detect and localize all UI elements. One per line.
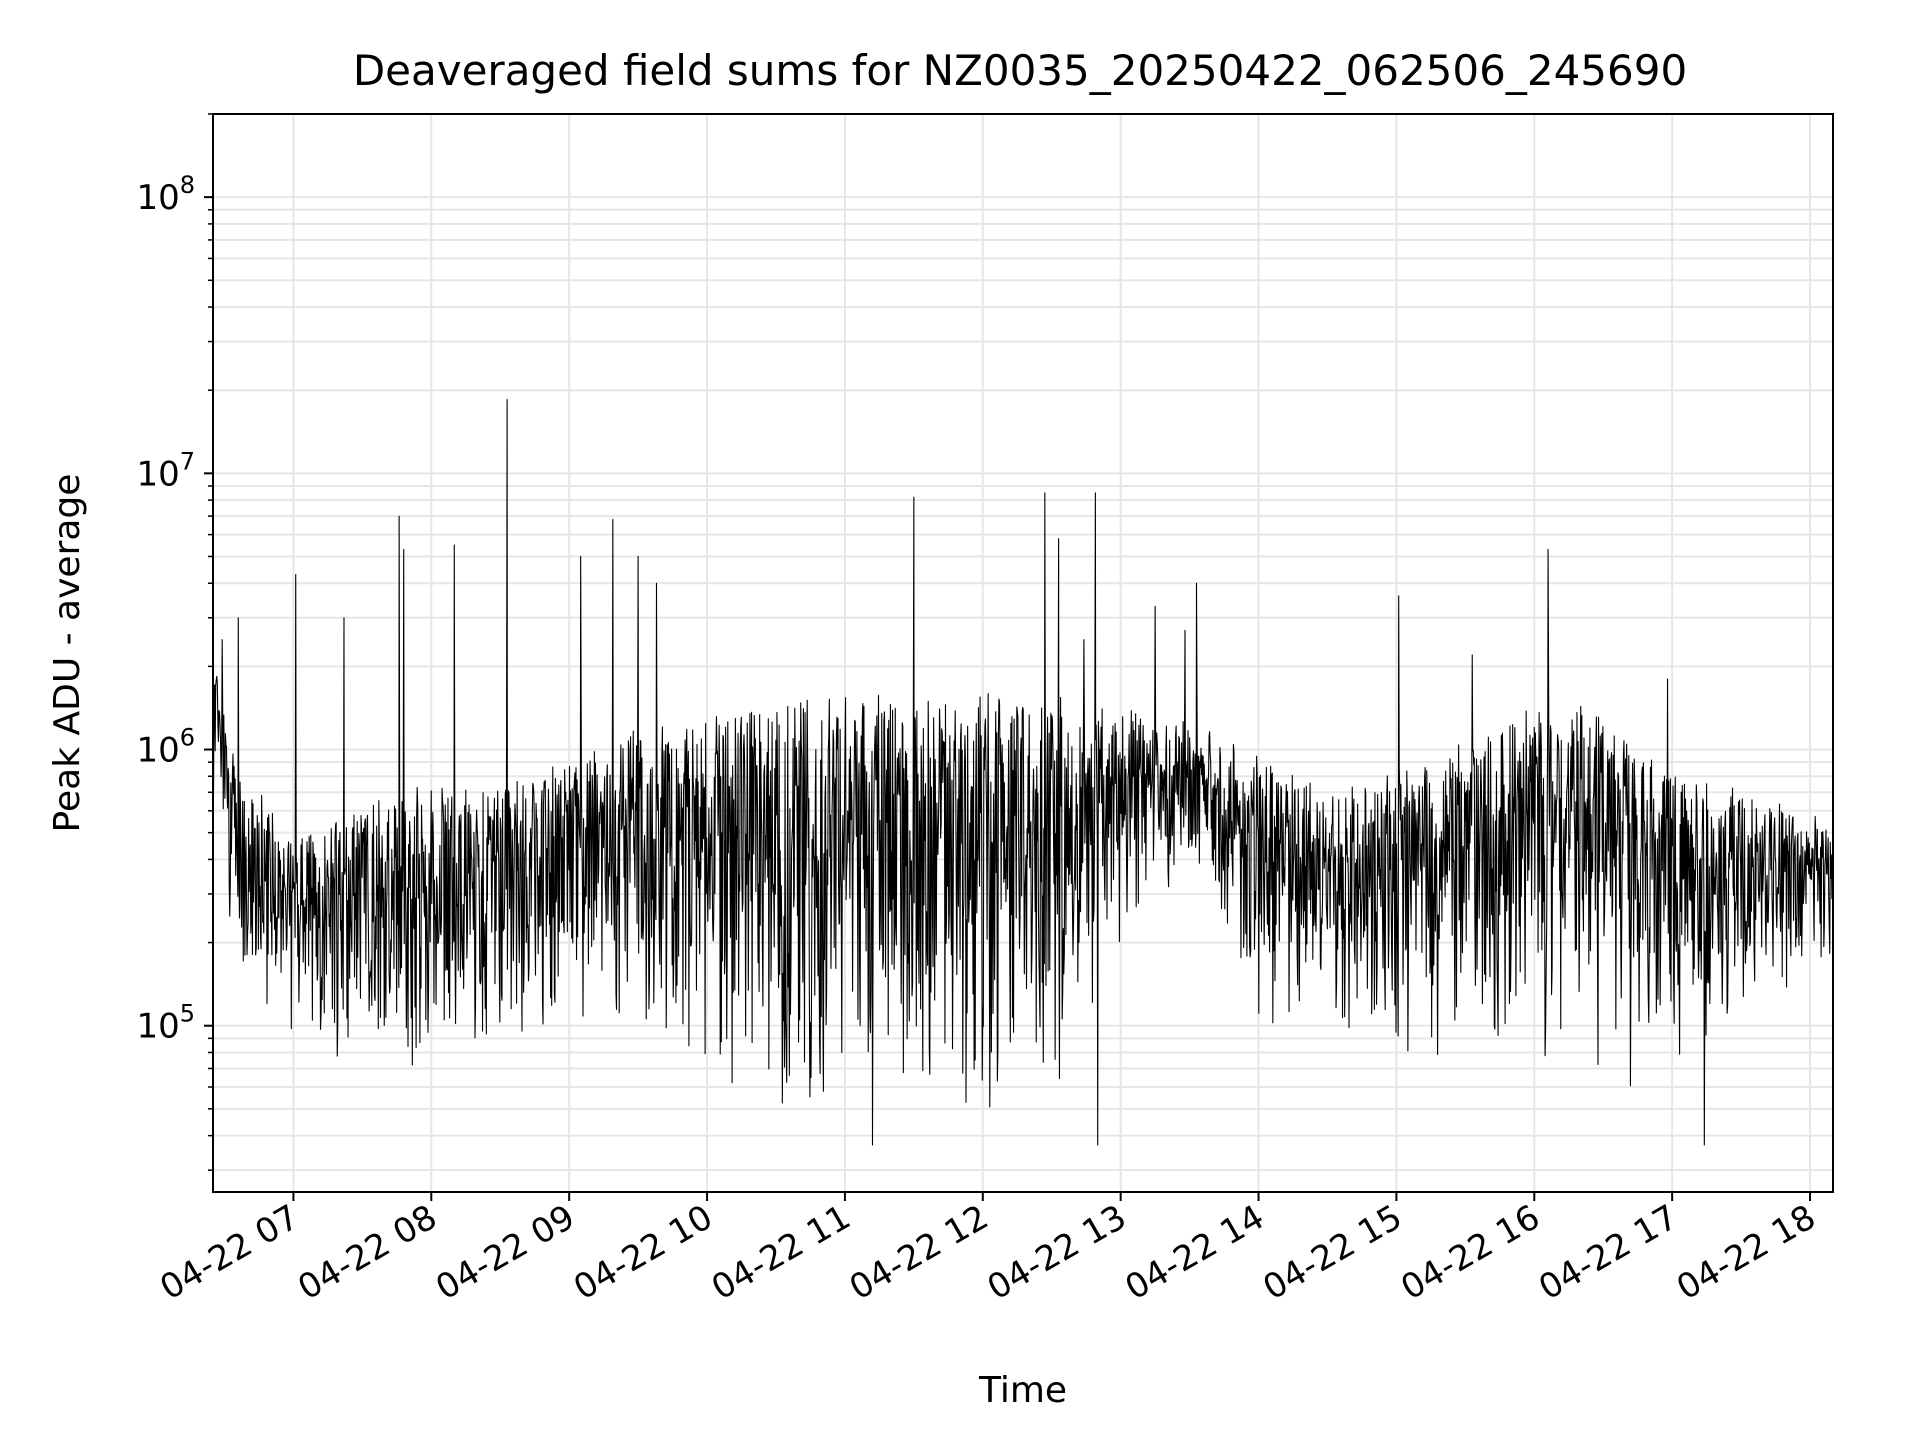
y-tick-base: 10 — [136, 731, 179, 771]
y-tick-label: 105 — [136, 1000, 195, 1047]
y-tick-exponent: 5 — [180, 1000, 195, 1028]
series-line — [212, 398, 1834, 1146]
y-tick-exponent: 7 — [180, 447, 195, 475]
y-tick-base: 10 — [136, 1007, 179, 1047]
y-tick-exponent: 6 — [180, 724, 195, 752]
plot-frame — [212, 113, 1834, 1193]
chart-title: Deaveraged field sums for NZ0035_2025042… — [353, 46, 1687, 95]
y-tick-base: 10 — [136, 178, 179, 218]
y-tick-label: 106 — [136, 724, 195, 771]
y-tick-base: 10 — [136, 454, 179, 494]
y-tick-label: 107 — [136, 447, 195, 494]
y-tick-exponent: 8 — [180, 171, 195, 199]
plot-background — [213, 114, 1833, 1192]
series-path — [212, 398, 1834, 1146]
plot-area — [212, 113, 1834, 1193]
y-axis-label: Peak ADU - average — [47, 474, 88, 833]
x-axis-label: Time — [978, 1370, 1067, 1411]
y-tick-label: 108 — [136, 171, 195, 218]
